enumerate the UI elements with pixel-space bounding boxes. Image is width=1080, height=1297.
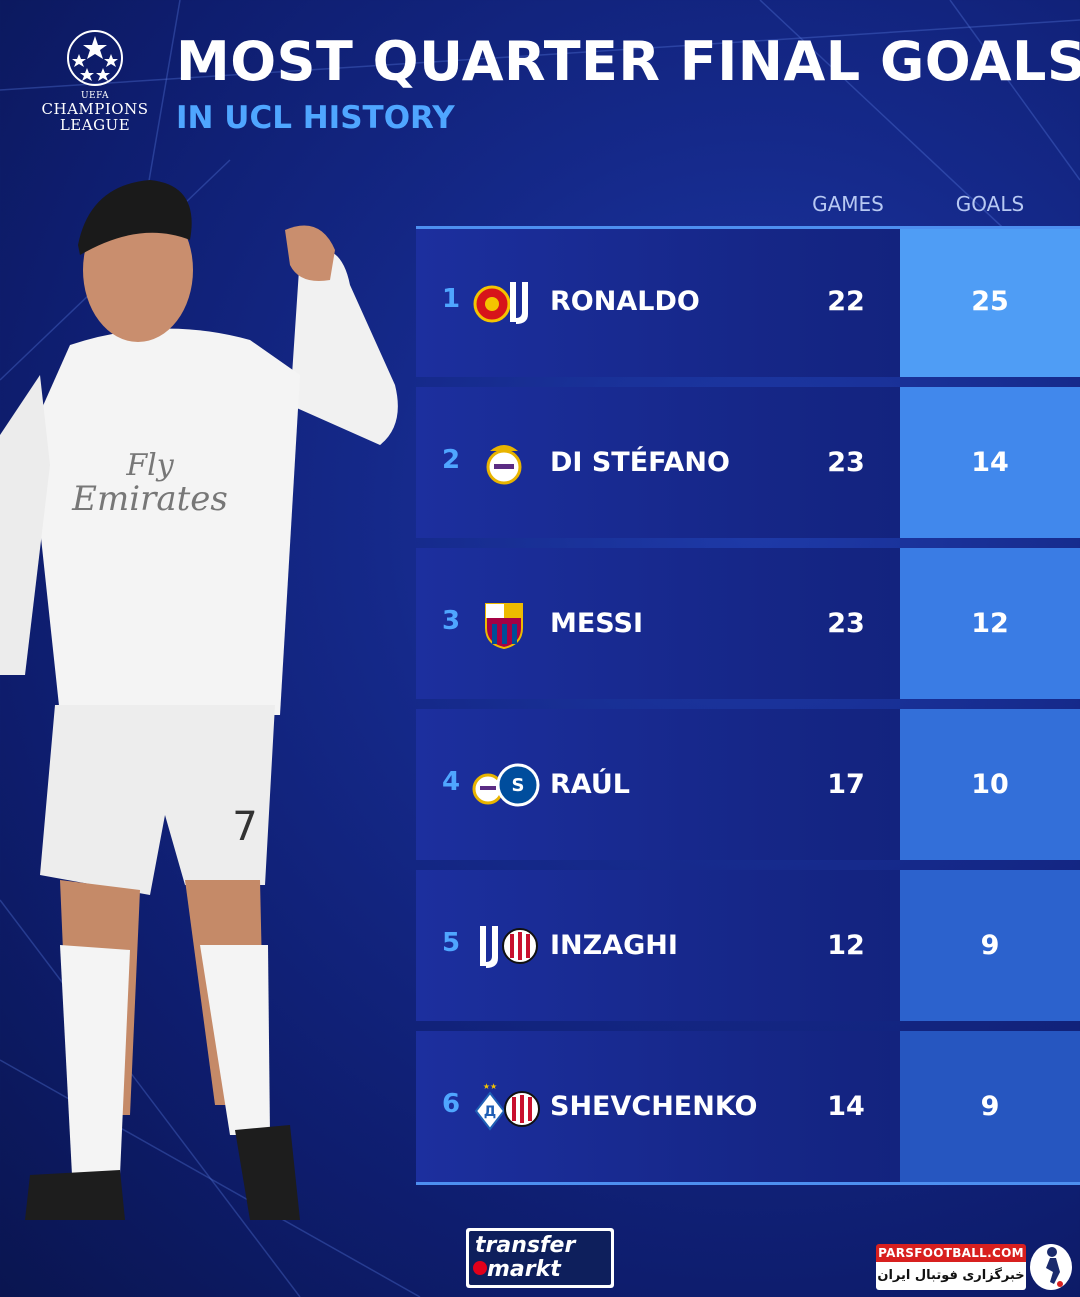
transfermarkt-logo: transfer markt	[466, 1228, 614, 1288]
logo-champions-text: CHAMPIONS	[41, 100, 149, 118]
transfermarkt-line2: markt	[487, 1257, 561, 1282]
table-bottom-border	[416, 1182, 1080, 1185]
table-top-border	[416, 226, 1080, 229]
page-subtitle: IN UCL HISTORY	[176, 100, 455, 136]
svg-text:Fly: Fly	[125, 448, 174, 483]
player-name: RAÚL	[550, 769, 630, 800]
svg-text:7: 7	[232, 804, 257, 850]
player-name: DI STÉFANO	[550, 447, 730, 478]
player-silhouette-icon	[1030, 1244, 1072, 1290]
club-crests	[472, 276, 542, 328]
games-value: 12	[827, 930, 865, 961]
real-madrid-crest-icon	[486, 445, 522, 485]
rank-number: 6	[441, 1089, 461, 1119]
club-crests: S	[472, 759, 542, 811]
club-crests	[472, 920, 542, 972]
champions-league-logo: UEFA CHAMPIONS LEAGUE	[30, 28, 160, 148]
table-row: 6 ★★ Д SHEVCHENKO 14 9	[416, 1031, 1080, 1182]
goals-value: 10	[971, 769, 1009, 800]
table-row: 4 S RAÚL 17 10	[416, 709, 1080, 860]
watermark-site: PARSFOOTBALL.COM	[876, 1244, 1026, 1262]
ac-milan-crest-icon	[502, 928, 538, 964]
rank-number: 1	[441, 284, 461, 314]
player-photo: Fly Emirates 7	[0, 180, 398, 1220]
juventus-crest-icon	[480, 926, 498, 968]
ac-milan-crest-icon	[504, 1091, 540, 1127]
table-row: 2 DI STÉFANO 23 14	[416, 387, 1080, 538]
man-utd-crest-icon	[473, 285, 511, 323]
logo-league-text: LEAGUE	[59, 116, 131, 134]
goals-value: 25	[971, 286, 1009, 317]
player-name: RONALDO	[550, 286, 700, 317]
goals-column-header: GOALS	[955, 192, 1025, 216]
games-value: 23	[827, 608, 865, 639]
games-value: 22	[827, 286, 865, 317]
rank-number: 5	[441, 928, 461, 958]
svg-text:Д: Д	[484, 1104, 496, 1120]
goals-cell: 14	[900, 387, 1080, 538]
player-name: SHEVCHENKO	[550, 1091, 758, 1122]
goals-cell: 9	[900, 1031, 1080, 1182]
games-column-header: GAMES	[812, 192, 884, 216]
rank-number: 3	[441, 606, 461, 636]
goals-value: 9	[980, 1091, 1000, 1122]
svg-text:★★: ★★	[483, 1082, 497, 1091]
player-name: INZAGHI	[550, 930, 678, 961]
page-title: MOST QUARTER FINAL GOALS	[176, 30, 1080, 93]
goals-cell: 9	[900, 870, 1080, 1021]
juventus-crest-icon	[510, 282, 528, 324]
goals-value: 12	[971, 608, 1009, 639]
rank-number: 2	[441, 445, 461, 475]
svg-text:S: S	[512, 775, 525, 796]
transfermarkt-line1: transfer	[475, 1233, 576, 1258]
barcelona-crest-icon	[485, 603, 523, 650]
watermark-tagline: خبرگزاری فوتبال ایران	[876, 1262, 1026, 1290]
logo-uefa-text: UEFA	[80, 91, 110, 101]
club-crests	[472, 437, 542, 489]
club-crests: ★★ Д	[472, 1081, 542, 1133]
goals-cell: 10	[900, 709, 1080, 860]
starball-icon	[67, 30, 123, 86]
parsfootball-watermark: PARSFOOTBALL.COM خبرگزاری فوتبال ایران	[876, 1244, 1072, 1292]
goals-cell: 25	[900, 226, 1080, 377]
player-name: MESSI	[550, 608, 644, 639]
games-value: 14	[827, 1091, 865, 1122]
goals-cell: 12	[900, 548, 1080, 699]
club-crests	[472, 598, 542, 650]
goals-value: 9	[980, 930, 1000, 961]
svg-text:Emirates: Emirates	[71, 479, 228, 519]
schalke-crest-icon: S	[496, 763, 540, 807]
table-row: 3 MESSI 23 12	[416, 548, 1080, 699]
ball-icon	[473, 1261, 487, 1275]
games-value: 23	[827, 447, 865, 478]
table-row: 5 INZAGHI 12 9	[416, 870, 1080, 1021]
goals-value: 14	[971, 447, 1009, 478]
table-row: 1 RONALDO 22 25	[416, 226, 1080, 377]
dynamo-kyiv-crest-icon: ★★ Д	[474, 1082, 506, 1131]
games-value: 17	[827, 769, 865, 800]
rank-number: 4	[441, 767, 461, 797]
